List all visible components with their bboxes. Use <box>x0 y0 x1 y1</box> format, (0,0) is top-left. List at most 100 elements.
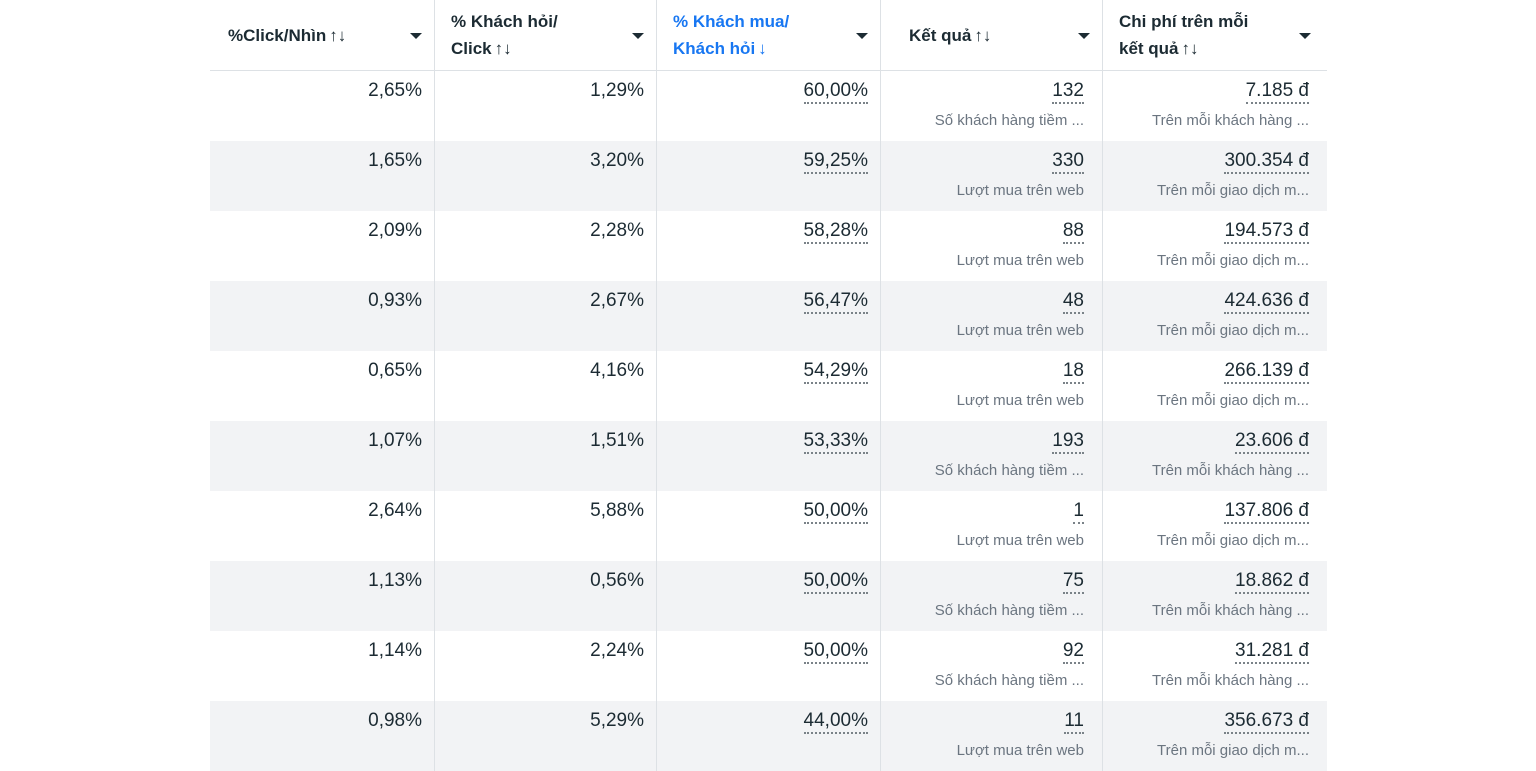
chevron-down-icon[interactable] <box>856 33 868 39</box>
table-row: 0,98% 5,29% 44,00% 11 Lượt mua trên web … <box>210 701 1327 771</box>
inquiry-rate-value: 5,29% <box>590 710 644 731</box>
cost-per-result-cell: 424.636 đ Trên mỗi giao dịch m... <box>1103 281 1327 351</box>
table-row: 1,07% 1,51% 53,33% 193 Số khách hàng tiề… <box>210 421 1327 491</box>
results-value[interactable]: 330 <box>1052 150 1084 174</box>
results-value[interactable]: 132 <box>1052 80 1084 104</box>
sort-icon[interactable]: ↑↓ <box>329 25 347 45</box>
results-value[interactable]: 11 <box>1064 710 1084 734</box>
purchase-rate-value[interactable]: 54,29% <box>803 360 868 384</box>
inquiry-rate-value: 2,28% <box>590 220 644 241</box>
cost-per-result-cell: 137.806 đ Trên mỗi giao dịch m... <box>1103 491 1327 561</box>
cost-per-result-value[interactable]: 424.636 đ <box>1224 290 1309 314</box>
results-type-label: Lượt mua trên web <box>956 182 1084 199</box>
cost-per-result-value[interactable]: 300.354 đ <box>1224 150 1309 174</box>
inquiry-rate-value: 2,67% <box>590 290 644 311</box>
results-type-label: Số khách hàng tiềm ... <box>934 112 1084 129</box>
results-cell: 92 Số khách hàng tiềm ... <box>881 631 1103 701</box>
cost-type-label: Trên mỗi giao dịch m... <box>1157 182 1309 199</box>
purchase-rate-value[interactable]: 50,00% <box>803 570 868 594</box>
results-cell: 330 Lượt mua trên web <box>881 141 1103 211</box>
inquiry-rate-cell: 2,28% <box>435 211 657 281</box>
purchase-rate-cell: 53,33% <box>657 421 881 491</box>
inquiry-rate-value: 5,88% <box>590 500 644 521</box>
inquiry-rate-value: 1,29% <box>590 80 644 101</box>
sort-icon[interactable]: ↑↓ <box>974 25 992 45</box>
purchase-rate-cell: 56,47% <box>657 281 881 351</box>
results-value[interactable]: 92 <box>1062 640 1084 664</box>
results-type-label: Lượt mua trên web <box>956 322 1084 339</box>
cost-per-result-value[interactable]: 137.806 đ <box>1224 500 1309 524</box>
table-header: %Click/Nhìn ↑↓ % Khách hỏi/ Click ↑↓ % Khá… <box>210 0 1327 71</box>
purchase-rate-value[interactable]: 44,00% <box>803 710 868 734</box>
chevron-down-icon[interactable] <box>410 33 422 39</box>
inquiry-rate-value: 4,16% <box>590 360 644 381</box>
cost-per-result-value[interactable]: 18.862 đ <box>1235 570 1309 594</box>
results-value[interactable]: 18 <box>1062 360 1084 384</box>
purchase-rate-value[interactable]: 50,00% <box>803 500 868 524</box>
cost-per-result-cell: 7.185 đ Trên mỗi khách hàng ... <box>1103 71 1327 141</box>
sort-icon[interactable]: ↑↓ <box>494 39 512 58</box>
sort-descending-icon[interactable]: ↓ <box>758 39 767 58</box>
sort-icon[interactable]: ↑↓ <box>1181 39 1199 58</box>
cost-per-result-value[interactable]: 7.185 đ <box>1245 80 1309 104</box>
column-header-label-line2: kết quả <box>1119 39 1179 58</box>
purchase-rate-cell: 59,25% <box>657 141 881 211</box>
inquiry-rate-value: 0,56% <box>590 570 644 591</box>
results-type-label: Lượt mua trên web <box>956 252 1084 269</box>
purchase-rate-value[interactable]: 60,00% <box>803 80 868 104</box>
purchase-rate-value[interactable]: 53,33% <box>803 430 868 454</box>
click-rate-cell: 2,09% <box>210 211 435 281</box>
click-rate-cell: 1,07% <box>210 421 435 491</box>
cost-type-label: Trên mỗi khách hàng ... <box>1151 112 1309 129</box>
purchase-rate-value[interactable]: 59,25% <box>803 150 868 174</box>
results-type-label: Lượt mua trên web <box>956 742 1084 759</box>
inquiry-rate-cell: 2,67% <box>435 281 657 351</box>
column-header-click-rate[interactable]: %Click/Nhìn ↑↓ <box>210 0 435 70</box>
column-header-label: % Khách mua/ <box>673 12 790 31</box>
table-row: 2,65% 1,29% 60,00% 132 Số khách hàng tiề… <box>210 71 1327 141</box>
purchase-rate-cell: 50,00% <box>657 631 881 701</box>
click-rate-cell: 2,65% <box>210 71 435 141</box>
cost-per-result-value[interactable]: 194.573 đ <box>1224 220 1309 244</box>
cost-per-result-cell: 23.606 đ Trên mỗi khách hàng ... <box>1103 421 1327 491</box>
results-value[interactable]: 193 <box>1052 430 1084 454</box>
cost-per-result-cell: 300.354 đ Trên mỗi giao dịch m... <box>1103 141 1327 211</box>
purchase-rate-value[interactable]: 56,47% <box>803 290 868 314</box>
inquiry-rate-cell: 1,51% <box>435 421 657 491</box>
column-header-results[interactable]: Kết quả ↑↓ <box>881 0 1103 70</box>
results-cell: 88 Lượt mua trên web <box>881 211 1103 281</box>
inquiry-rate-cell: 5,88% <box>435 491 657 561</box>
table-row: 1,13% 0,56% 50,00% 75 Số khách hàng tiềm… <box>210 561 1327 631</box>
results-cell: 48 Lượt mua trên web <box>881 281 1103 351</box>
chevron-down-icon[interactable] <box>1299 33 1311 39</box>
click-rate-cell: 2,64% <box>210 491 435 561</box>
column-header-cost-per-result[interactable]: Chi phí trên mỗi kết quả ↑↓ <box>1103 0 1327 70</box>
results-type-label: Lượt mua trên web <box>956 532 1084 549</box>
click-rate-value: 1,13% <box>368 570 422 591</box>
results-cell: 75 Số khách hàng tiềm ... <box>881 561 1103 631</box>
table-row: 2,09% 2,28% 58,28% 88 Lượt mua trên web … <box>210 211 1327 281</box>
chevron-down-icon[interactable] <box>1078 33 1090 39</box>
results-cell: 132 Số khách hàng tiềm ... <box>881 71 1103 141</box>
cost-per-result-value[interactable]: 23.606 đ <box>1235 430 1309 454</box>
results-value[interactable]: 48 <box>1062 290 1084 314</box>
click-rate-value: 2,09% <box>368 220 422 241</box>
cost-per-result-value[interactable]: 266.139 đ <box>1224 360 1309 384</box>
purchase-rate-value[interactable]: 58,28% <box>803 220 868 244</box>
chevron-down-icon[interactable] <box>632 33 644 39</box>
column-header-purchase-rate[interactable]: % Khách mua/ Khách hỏi ↓ <box>657 0 881 70</box>
results-value[interactable]: 75 <box>1062 570 1084 594</box>
purchase-rate-cell: 54,29% <box>657 351 881 421</box>
cost-per-result-value[interactable]: 356.673 đ <box>1224 710 1309 734</box>
cost-per-result-value[interactable]: 31.281 đ <box>1235 640 1309 664</box>
results-value[interactable]: 1 <box>1073 500 1084 524</box>
table-row: 0,65% 4,16% 54,29% 18 Lượt mua trên web … <box>210 351 1327 421</box>
results-type-label: Số khách hàng tiềm ... <box>934 602 1084 619</box>
table-body: 2,65% 1,29% 60,00% 132 Số khách hàng tiề… <box>210 71 1327 771</box>
click-rate-value: 1,14% <box>368 640 422 661</box>
click-rate-cell: 1,13% <box>210 561 435 631</box>
results-value[interactable]: 88 <box>1062 220 1084 244</box>
column-header-inquiry-rate[interactable]: % Khách hỏi/ Click ↑↓ <box>435 0 657 70</box>
click-rate-value: 1,65% <box>368 150 422 171</box>
purchase-rate-value[interactable]: 50,00% <box>803 640 868 664</box>
